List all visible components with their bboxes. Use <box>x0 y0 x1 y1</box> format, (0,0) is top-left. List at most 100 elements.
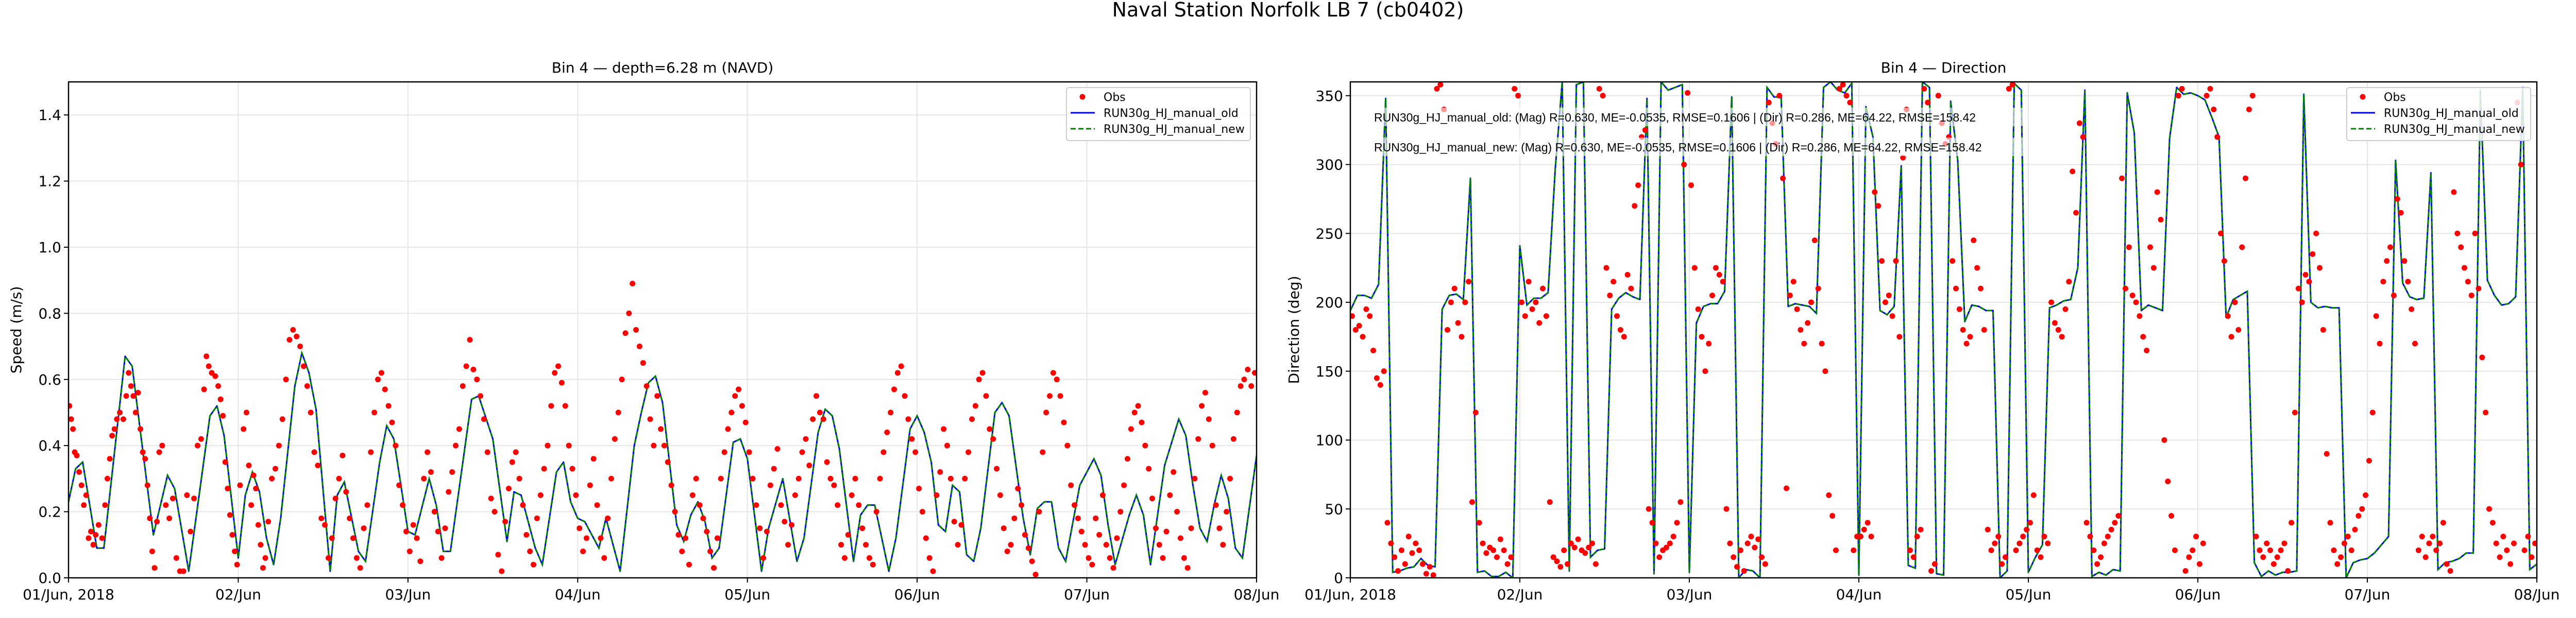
obs-point <box>1093 515 1099 521</box>
obs-point <box>1840 82 1846 88</box>
obs-point <box>90 542 96 548</box>
obs-point <box>545 442 551 449</box>
obs-point <box>225 486 231 492</box>
obs-point <box>1497 536 1503 542</box>
obs-point <box>2507 561 2514 567</box>
obs-point <box>1561 547 1567 553</box>
obs-point <box>2218 230 2224 236</box>
obs-point <box>1413 540 1419 546</box>
obs-point <box>2052 320 2058 326</box>
obs-point <box>371 409 378 416</box>
obs-point <box>1434 85 1440 92</box>
obs-point <box>2101 540 2107 546</box>
obs-point <box>1209 442 1215 449</box>
obs-point <box>2094 561 2100 567</box>
legend-box <box>2346 87 2531 141</box>
obs-point <box>1900 154 1906 161</box>
obs-point <box>1956 306 1962 312</box>
obs-point <box>622 330 629 336</box>
obs-point <box>123 393 129 399</box>
obs-point <box>1596 85 1602 92</box>
obs-point <box>1392 554 1398 560</box>
obs-point <box>1171 469 1177 475</box>
obs-point <box>1462 299 1468 305</box>
obs-point <box>1124 456 1130 462</box>
obs-point <box>78 482 84 488</box>
obs-point <box>916 486 922 492</box>
obs-point <box>2221 258 2227 264</box>
x-tick-label: 07/Jun <box>1064 586 1110 603</box>
obs-point <box>764 528 770 535</box>
obs-point <box>1072 502 1078 508</box>
obs-point <box>2108 526 2114 533</box>
obs-point <box>1953 285 1959 291</box>
obs-point <box>2267 547 2274 553</box>
obs-point <box>1167 492 1173 498</box>
obs-point <box>891 386 897 392</box>
obs-point <box>2214 134 2221 140</box>
obs-point <box>1642 127 1648 133</box>
obs-point <box>976 376 982 383</box>
obs-point <box>111 426 117 432</box>
obs-point <box>329 535 335 541</box>
obs-point <box>1896 334 1903 340</box>
obs-point <box>1716 272 1722 278</box>
obs-point <box>746 449 752 455</box>
obs-point <box>449 469 455 475</box>
obs-point <box>1893 258 1899 264</box>
obs-point <box>1234 409 1240 416</box>
annotation-background <box>1371 108 2026 126</box>
obs-point <box>272 466 278 472</box>
obs-point <box>147 515 153 521</box>
obs-point <box>2468 293 2475 299</box>
obs-point <box>1374 375 1380 381</box>
obs-point <box>1670 534 1676 540</box>
y-tick-label: 0.4 <box>38 437 61 454</box>
obs-point <box>286 337 293 343</box>
obs-point <box>154 519 160 525</box>
obs-point <box>2419 534 2425 540</box>
y-tick-label: 1.2 <box>38 173 61 190</box>
speed-chart: 0.0 0.2 0.4 0.6 0.8 1.0 1.2 1.4 01/Jun, 2018 02/J… <box>8 59 1279 603</box>
obs-point <box>2409 306 2415 312</box>
obs-point <box>2020 534 2026 540</box>
obs-point <box>1847 99 1853 106</box>
obs-point <box>336 475 342 482</box>
obs-point <box>2249 93 2256 99</box>
obs-point <box>1444 327 1450 333</box>
obs-point <box>888 409 894 416</box>
obs-point <box>1727 540 1733 546</box>
obs-point <box>587 482 593 488</box>
obs-point <box>1836 85 1842 92</box>
obs-point <box>88 528 94 535</box>
obs-point <box>353 555 360 561</box>
obs-point <box>184 492 190 498</box>
obs-point <box>820 416 826 422</box>
obs-point <box>1935 93 1941 99</box>
obs-point <box>2454 230 2461 236</box>
obs-point <box>2472 230 2478 236</box>
obs-point <box>253 486 259 492</box>
obs-point <box>1032 572 1039 578</box>
obs-point <box>1971 237 1977 244</box>
obs-point <box>2253 534 2259 540</box>
obs-point <box>1096 532 1103 538</box>
obs-point <box>1685 90 1691 96</box>
obs-point <box>753 502 759 508</box>
obs-point <box>2257 547 2263 553</box>
obs-point <box>1843 93 1850 99</box>
obs-point <box>425 449 431 455</box>
obs-point <box>2479 354 2485 360</box>
obs-point <box>1437 82 1444 88</box>
obs-point <box>1192 475 1198 482</box>
obs-point <box>340 452 346 458</box>
obs-point <box>262 555 268 561</box>
obs-point <box>2196 561 2202 567</box>
obs-point <box>1731 554 1737 560</box>
obs-point <box>626 310 632 316</box>
obs-point <box>2493 540 2499 546</box>
obs-point <box>707 548 714 555</box>
obs-point <box>1241 376 1247 383</box>
obs-point <box>1974 265 1980 271</box>
obs-point <box>1086 555 1092 561</box>
